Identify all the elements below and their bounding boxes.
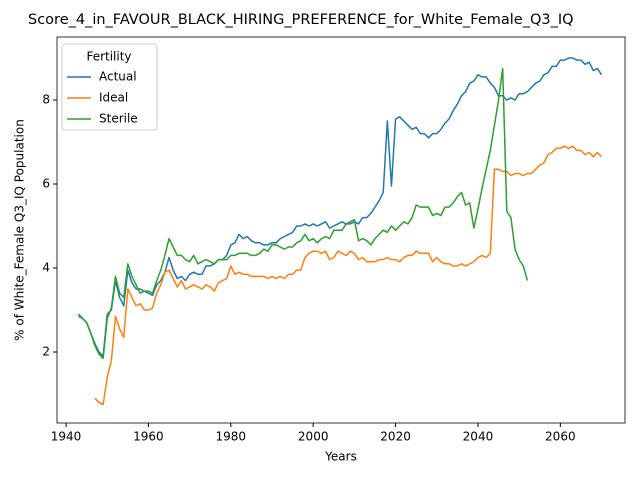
x-axis-label: Years (324, 450, 357, 464)
x-tick-label: 1960 (133, 430, 164, 444)
legend-box (61, 43, 158, 131)
data-line (94, 145, 603, 406)
x-tick-label: 1980 (216, 430, 247, 444)
x-tick-label: 2000 (298, 430, 329, 444)
x-tick-label: 2060 (545, 430, 576, 444)
x-tick-label: 1940 (51, 430, 82, 444)
axes-frame (56, 36, 626, 424)
x-tick-label: 2020 (380, 430, 411, 444)
data-line (78, 67, 529, 360)
data-line (77, 57, 603, 357)
y-tick-label: 8 (42, 93, 50, 107)
y-tick-label: 2 (42, 345, 50, 359)
y-tick-label: 4 (42, 261, 50, 275)
y-tick-label: 6 (42, 177, 50, 191)
chart-title: Score_4_in_FAVOUR_BLACK_HIRING_PREFERENC… (28, 12, 574, 28)
legend-label: Actual (99, 70, 137, 84)
legend-label: Sterile (99, 112, 138, 126)
x-tick-label: 2040 (463, 430, 494, 444)
y-axis-label: % of White_Female Q3_IQ Population (13, 119, 27, 341)
legend-label: Ideal (99, 91, 128, 105)
legend-title: Fertility (86, 50, 131, 64)
